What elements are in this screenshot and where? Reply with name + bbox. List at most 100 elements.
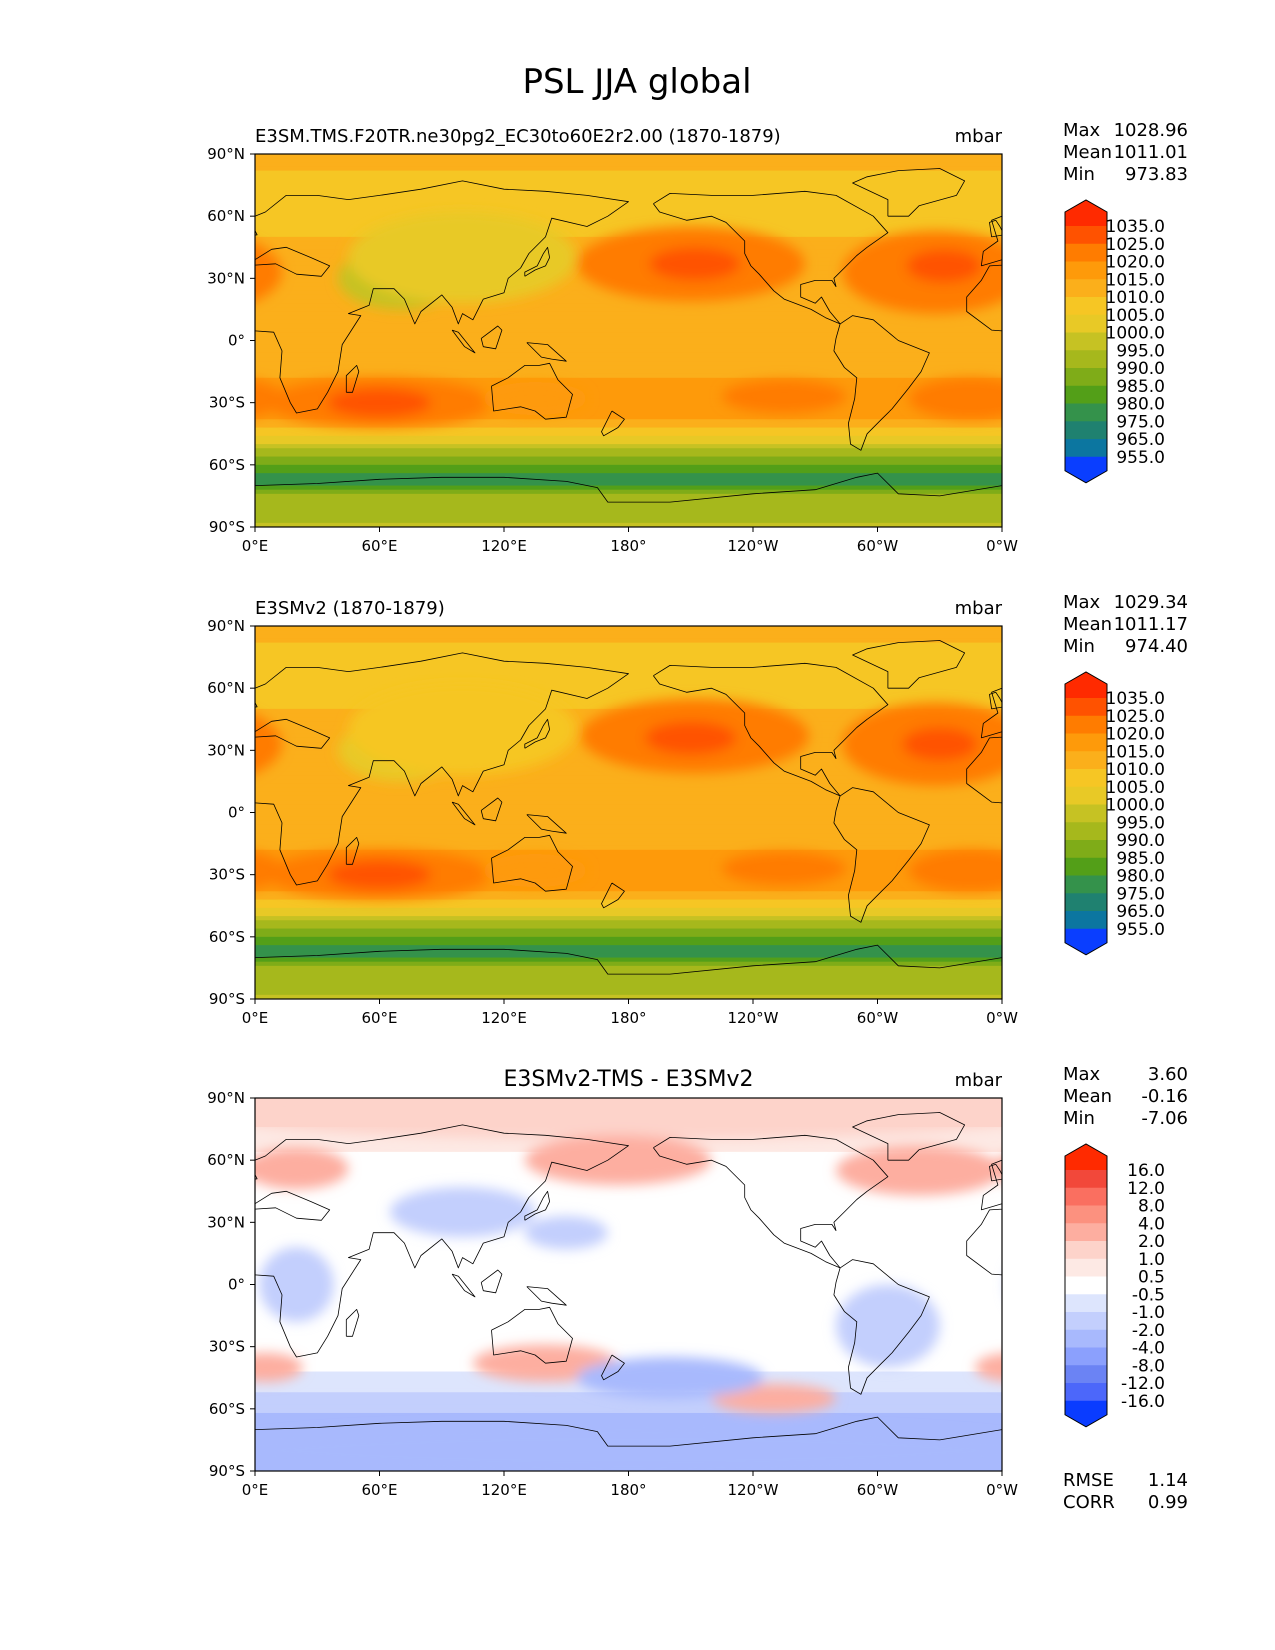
stat-value: 1029.34 — [1114, 592, 1188, 613]
region-antarctic-negative — [255, 1425, 1002, 1471]
zonal-band — [255, 791, 1002, 797]
zonal-band — [255, 390, 1002, 395]
colorbar-label: 995.0 — [1116, 341, 1165, 361]
region-south-africa-positive — [975, 1353, 1002, 1382]
colorbar-label: 1.0 — [1138, 1250, 1165, 1270]
stat-value: 1011.01 — [1114, 142, 1188, 163]
field-regions — [255, 684, 1002, 900]
coastline — [87, 316, 182, 451]
lat-tick-label: 90°N — [207, 145, 245, 163]
lon-tick-label: 0°W — [986, 1481, 1018, 1499]
coastline — [0, 663, 141, 796]
colorbar-swatch — [1065, 1205, 1107, 1224]
zonal-band — [255, 899, 1002, 905]
coastline — [653, 1134, 889, 1269]
zonal-band — [255, 452, 1002, 458]
colorbar-swatch — [1065, 769, 1107, 788]
lon-tick-label: 180° — [610, 1481, 646, 1499]
zonal-band — [255, 1342, 1002, 1348]
zonal-band — [255, 646, 1002, 652]
zonal-band — [255, 779, 1002, 785]
zonal-band — [255, 1421, 1002, 1427]
zonal-band — [255, 655, 1002, 660]
zonal-band — [255, 812, 1002, 818]
coastline — [852, 1112, 965, 1161]
zonal-band — [255, 1263, 1002, 1269]
coastline — [0, 191, 141, 324]
zonal-band — [255, 402, 1002, 408]
region-south-pacific-high — [0, 380, 99, 413]
colorbar-label: 0.5 — [1138, 1268, 1165, 1288]
colorbar-swatch — [1065, 1365, 1107, 1384]
units-label: mbar — [955, 126, 1003, 147]
stat-label: Mean — [1063, 142, 1112, 163]
zonal-band — [255, 1280, 1002, 1286]
stat-label: Min — [1063, 1108, 1095, 1129]
colorbar-extend-top — [1065, 672, 1107, 698]
coastline — [653, 190, 889, 325]
zonal-band — [255, 688, 1002, 693]
colorbar-label: 990.0 — [1116, 831, 1165, 851]
zonal-band — [255, 920, 1002, 925]
zonal-band — [255, 965, 1002, 971]
coastline — [255, 652, 629, 886]
zonal-band — [255, 348, 1002, 354]
zonal-band — [255, 1276, 1002, 1281]
coastlines — [0, 168, 1002, 503]
zonal-band — [255, 978, 1002, 984]
zonal-band — [255, 1321, 1002, 1327]
zonal-band — [255, 460, 1002, 466]
stat-value: 1028.96 — [1114, 120, 1188, 141]
zonal-band — [255, 1267, 1002, 1273]
zonal-band — [255, 386, 1002, 391]
zonal-band — [255, 940, 1002, 946]
region-indian-ocean-high-core — [327, 860, 432, 890]
zonal-band — [255, 344, 1002, 350]
region-southern-ocean-negative — [0, 1357, 16, 1398]
colorbar-swatch — [1065, 403, 1107, 422]
zonal-band — [255, 1243, 1002, 1248]
colorbar-swatch — [1065, 368, 1107, 387]
colorbar-label: 1010.0 — [1106, 288, 1165, 308]
colorbar-swatch — [1065, 822, 1107, 841]
region-south-africa-positive — [255, 1352, 303, 1382]
colorbar-label: 985.0 — [1116, 849, 1165, 869]
region-south-atlantic-high — [908, 377, 1002, 420]
zonal-band — [255, 377, 1002, 383]
stat-value: 0.99 — [1148, 1492, 1188, 1513]
colorbar-extend-bottom — [1065, 456, 1107, 483]
lon-tick-label: 60°E — [361, 537, 397, 555]
colorbar-label: 975.0 — [1116, 884, 1165, 904]
zonal-band — [255, 837, 1002, 843]
zonal-band — [255, 1238, 1002, 1244]
colorbar-label: 1000.0 — [1106, 796, 1165, 816]
coastline — [524, 718, 550, 749]
coastline — [255, 944, 1002, 975]
coastline — [989, 219, 1002, 238]
lat-tick-label: 60°S — [209, 456, 245, 474]
zonal-band — [255, 824, 1002, 830]
zonal-band — [255, 787, 1002, 793]
zonal-band — [255, 220, 1002, 226]
coastline — [87, 788, 182, 923]
colorbar-label: 16.0 — [1127, 1161, 1165, 1181]
colorbar-label: 12.0 — [1127, 1179, 1165, 1199]
region-asian-interior — [348, 684, 577, 776]
zonal-band — [255, 820, 1002, 826]
zonal-band — [255, 924, 1002, 930]
colorbar-label: 955.0 — [1116, 448, 1165, 468]
colorbar-swatch — [1065, 1187, 1107, 1206]
zonal-band — [255, 319, 1002, 325]
lon-tick-label: 180° — [610, 537, 646, 555]
zonal-band — [255, 692, 1002, 698]
zonal-band — [255, 766, 1002, 772]
zonal-band — [255, 410, 1002, 416]
coastline — [833, 315, 930, 451]
coastlines — [0, 640, 1002, 975]
lat-tick-label: 90°S — [209, 990, 245, 1008]
colorbar-swatch — [1065, 1223, 1107, 1242]
lat-tick-label: 30°N — [207, 1213, 245, 1231]
zonal-band — [255, 1259, 1002, 1265]
coastline — [524, 1190, 550, 1221]
colorbar-label: 1020.0 — [1106, 253, 1165, 273]
